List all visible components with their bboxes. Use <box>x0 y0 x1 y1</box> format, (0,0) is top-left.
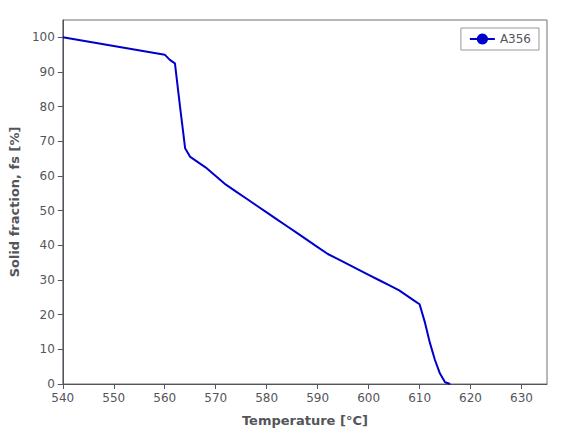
svg-text:630: 630 <box>510 391 533 405</box>
svg-text:590: 590 <box>306 391 329 405</box>
svg-text:90: 90 <box>40 65 55 79</box>
svg-text:540: 540 <box>51 391 74 405</box>
svg-text:20: 20 <box>40 308 55 322</box>
svg-text:80: 80 <box>40 100 55 114</box>
svg-text:600: 600 <box>357 391 380 405</box>
svg-text:570: 570 <box>204 391 227 405</box>
svg-text:40: 40 <box>40 238 55 252</box>
svg-text:100: 100 <box>32 30 55 44</box>
svg-text:50: 50 <box>40 204 55 218</box>
svg-text:620: 620 <box>459 391 482 405</box>
svg-text:60: 60 <box>40 169 55 183</box>
svg-text:A356: A356 <box>500 32 531 46</box>
svg-text:0: 0 <box>47 377 55 391</box>
svg-text:Temperature [°C]: Temperature [°C] <box>242 413 368 428</box>
svg-text:580: 580 <box>255 391 278 405</box>
svg-text:30: 30 <box>40 273 55 287</box>
svg-text:610: 610 <box>408 391 431 405</box>
svg-text:70: 70 <box>40 134 55 148</box>
svg-text:560: 560 <box>153 391 176 405</box>
svg-text:550: 550 <box>102 391 125 405</box>
svg-text:10: 10 <box>40 342 55 356</box>
svg-text:Solid fraction, fs [%]: Solid fraction, fs [%] <box>7 127 22 278</box>
